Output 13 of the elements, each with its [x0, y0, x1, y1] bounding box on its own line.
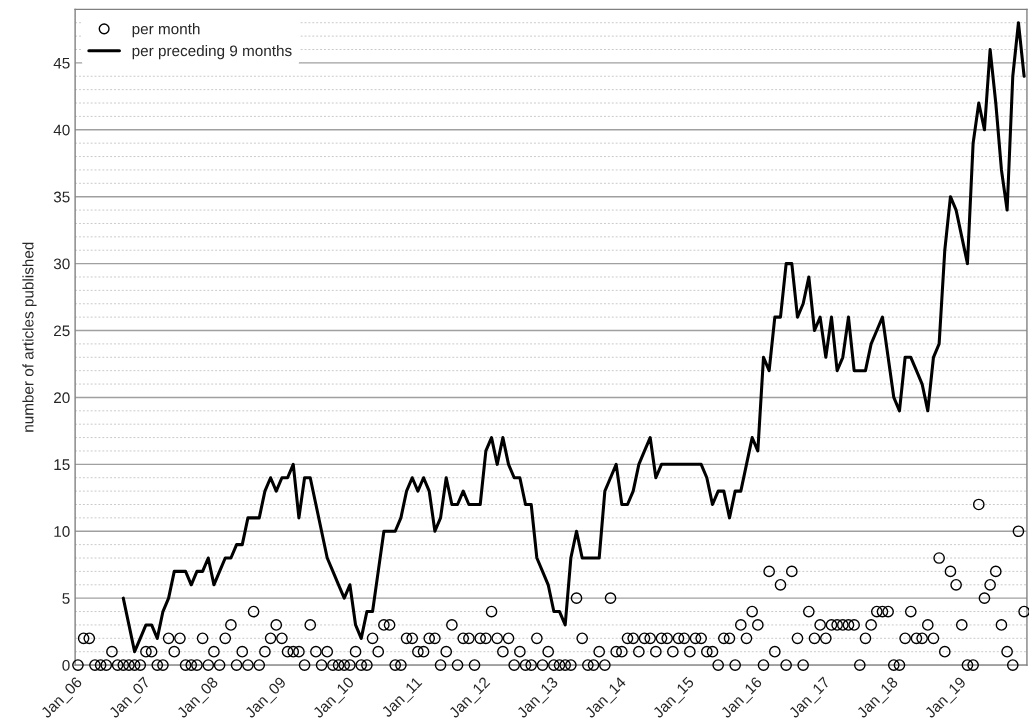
legend-label: per month — [132, 23, 200, 38]
y-tick-label: 10 — [54, 526, 70, 537]
y-axis-title: number of articles published — [22, 242, 37, 432]
y-tick-label: 25 — [54, 325, 70, 337]
legend-label: per preceding 9 months — [132, 44, 292, 60]
y-tick-label: 30 — [53, 258, 70, 270]
y-tick-label: 15 — [54, 459, 70, 471]
y-tick-label: 5 — [62, 593, 70, 604]
y-tick-label: 35 — [53, 191, 70, 203]
y-tick-label: 0 — [62, 659, 70, 671]
y-tick-label: 20 — [54, 392, 70, 404]
y-tick-label: 45 — [53, 57, 70, 69]
y-tick-label: 40 — [53, 124, 70, 136]
